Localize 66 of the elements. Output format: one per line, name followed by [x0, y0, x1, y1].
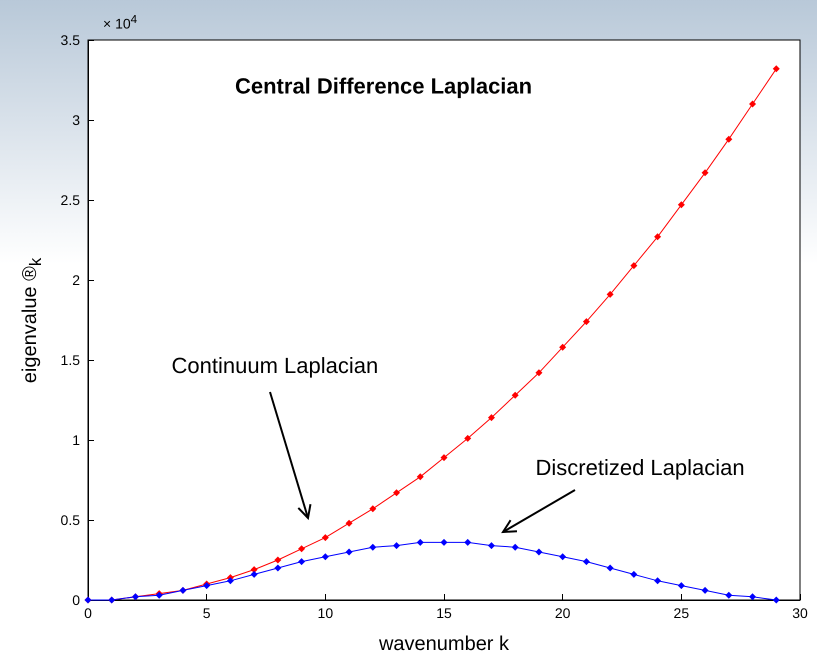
x-tick-label: 0 [84, 605, 92, 621]
point [346, 548, 353, 556]
point [488, 542, 495, 550]
point [678, 201, 685, 208]
point [250, 570, 258, 578]
point [630, 262, 638, 270]
point [606, 290, 614, 298]
point [416, 473, 424, 480]
annotation: Continuum Laplacian [172, 353, 378, 379]
point [488, 414, 495, 422]
point [749, 100, 756, 108]
y-tick-label: 3.5 [60, 32, 80, 48]
point [369, 544, 376, 551]
point [725, 136, 732, 143]
point [393, 489, 400, 496]
point [582, 558, 590, 566]
point [678, 582, 685, 590]
point [464, 538, 472, 546]
point [369, 505, 376, 512]
point [298, 545, 306, 552]
point [749, 593, 756, 600]
point [274, 556, 282, 564]
y-tick-label: 1.5 [60, 352, 80, 368]
point [559, 344, 566, 351]
point [393, 542, 400, 550]
point [559, 553, 566, 560]
point [512, 392, 519, 399]
y-tick-label: 2 [72, 272, 80, 288]
x-tick-label: 10 [318, 605, 334, 621]
point [322, 553, 329, 560]
point [772, 596, 780, 604]
x-tick-label: 30 [792, 605, 808, 621]
point [274, 564, 282, 572]
text: × 10$^{4}$ [103, 12, 138, 32]
point [725, 592, 732, 599]
point [630, 570, 638, 578]
annotation: Discretized Laplacian [536, 455, 745, 481]
point [416, 538, 424, 546]
text: Central Difference Laplacian [235, 74, 532, 98]
x-tick-label: 5 [202, 605, 211, 621]
point [535, 369, 542, 376]
point [772, 65, 780, 72]
y-tick-label: 2.5 [60, 192, 80, 208]
point [440, 454, 448, 462]
y-tick-label: 3 [72, 112, 80, 128]
point [322, 534, 329, 542]
point [298, 558, 306, 566]
point [440, 538, 448, 546]
x-tick-label: 25 [674, 605, 690, 621]
point [535, 548, 542, 556]
point [606, 564, 614, 572]
point [582, 318, 590, 326]
point [464, 434, 472, 442]
x-axis-title: wavenumber k [378, 633, 510, 655]
point [702, 586, 709, 594]
point [654, 233, 662, 240]
point [346, 520, 353, 527]
x-tick-label: 15 [436, 605, 452, 621]
y-tick-label: 0.5 [60, 512, 80, 528]
point [702, 169, 709, 176]
point [654, 577, 662, 584]
x-tick-label: 20 [554, 605, 571, 621]
y-tick-label: 0 [72, 592, 80, 608]
point [512, 544, 519, 551]
y-tick-label: 1 [72, 432, 80, 448]
point [226, 577, 234, 584]
